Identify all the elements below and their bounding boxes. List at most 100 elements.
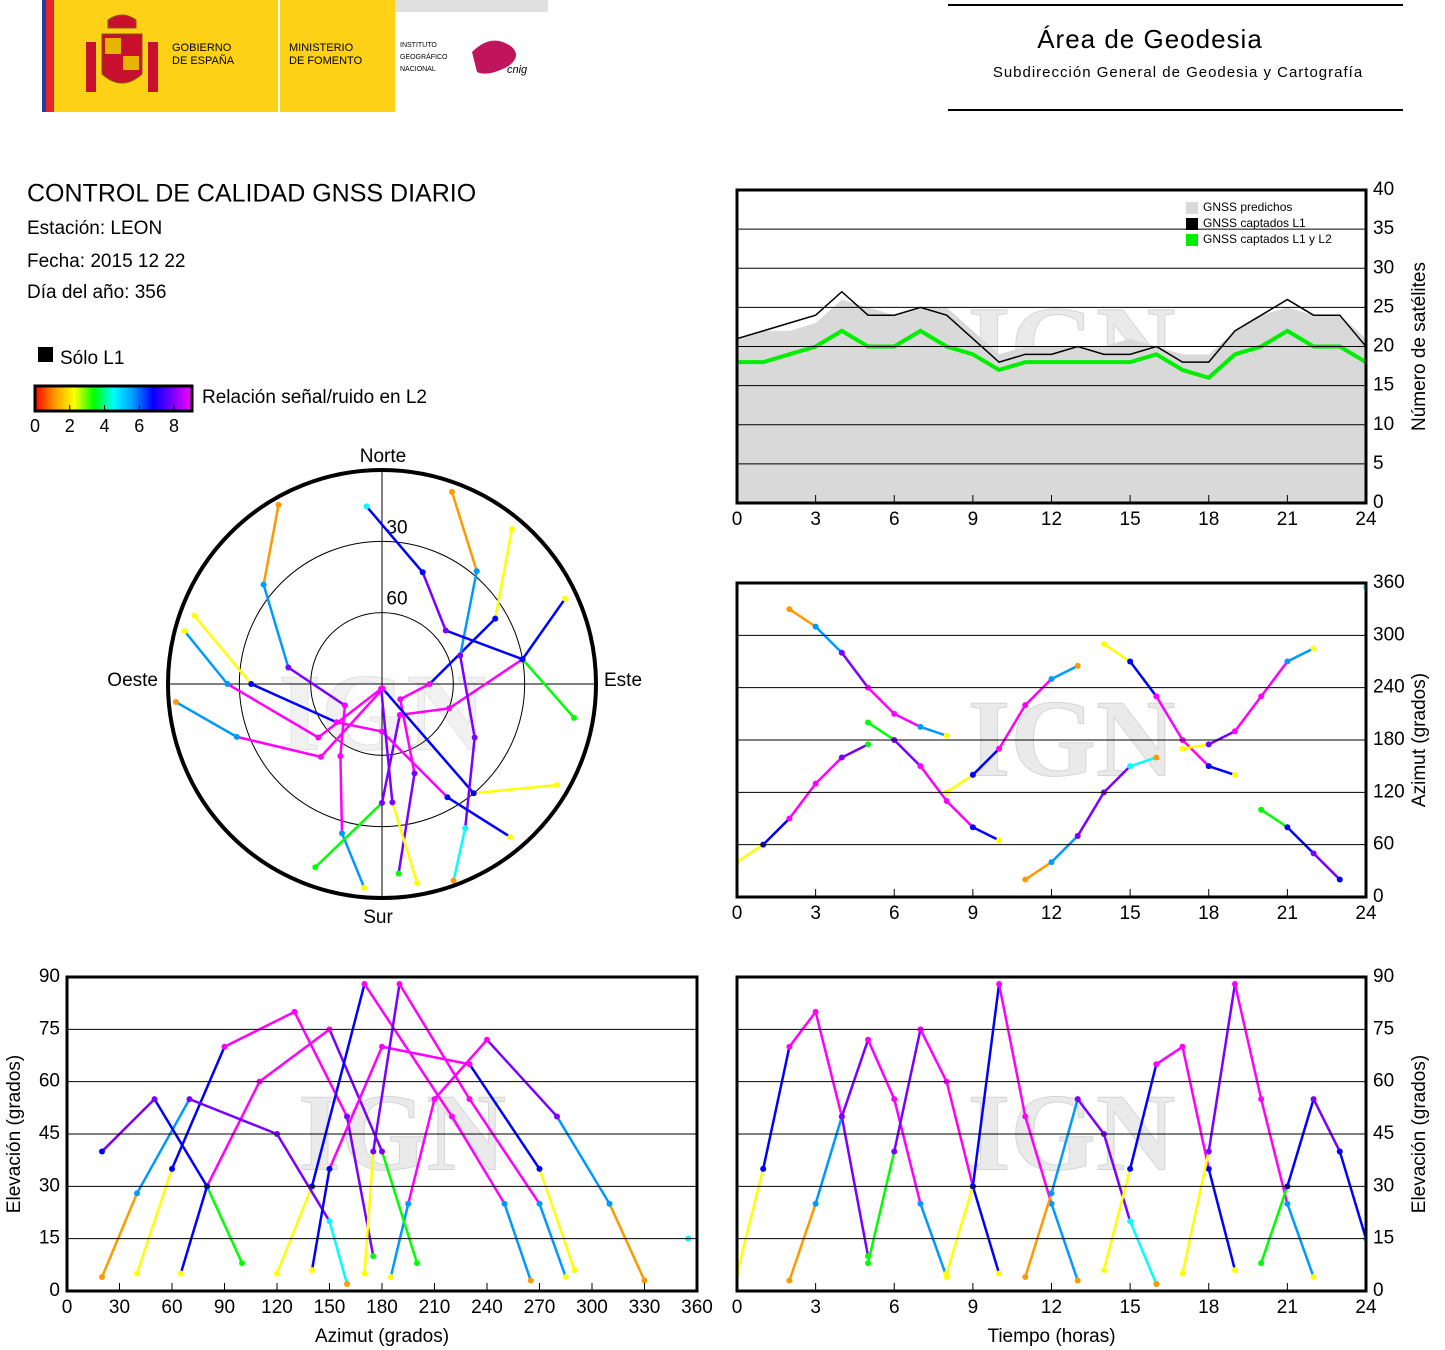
track-point: [1231, 771, 1238, 778]
track-segment: [275, 1133, 331, 1222]
track-segment: [1181, 739, 1210, 768]
track-segment: [494, 528, 514, 619]
track-point: [1022, 876, 1029, 883]
track-point: [562, 595, 569, 602]
track-segment: [452, 827, 467, 881]
logo: GOBIERNO DE ESPAÑA MINISTERIO DE FOMENTO…: [42, 0, 548, 112]
instituto-text: GEOGRÁFICO: [400, 52, 448, 61]
plot-area: [737, 980, 1366, 1288]
track-point: [134, 1190, 140, 1197]
track-segment: [1050, 664, 1079, 681]
track-segment: [380, 714, 402, 804]
track-segment: [762, 817, 791, 846]
track-point: [186, 1096, 193, 1103]
track-point: [361, 884, 368, 891]
track-point: [812, 1200, 819, 1207]
instituto-text: NACIONAL: [400, 66, 436, 73]
track-segment: [250, 682, 337, 724]
y-tick-label: 60: [1373, 834, 1394, 855]
day-of-year: Día del año: 356: [27, 282, 166, 303]
track-point: [1336, 1148, 1343, 1155]
track-point: [414, 1260, 420, 1267]
x-tick-label: 9: [968, 1297, 979, 1318]
y-tick-label: 15: [1373, 375, 1394, 396]
track-segment: [867, 721, 895, 742]
track-segment: [473, 783, 558, 795]
y-axis-label: Elevación (grados): [4, 1055, 25, 1213]
track-segment: [153, 1098, 209, 1187]
x-tick-label: 300: [576, 1297, 608, 1318]
track-point: [1205, 1165, 1212, 1172]
track-point: [414, 880, 421, 887]
track-point: [471, 734, 478, 741]
y-tick-label: 45: [1373, 1123, 1394, 1144]
y-tick-label: 90: [39, 966, 60, 987]
track-segment: [1207, 1168, 1237, 1271]
track-point: [309, 1267, 315, 1274]
track-point: [466, 1061, 473, 1068]
track-segment: [1259, 1185, 1289, 1264]
track-point: [363, 503, 370, 510]
track-point: [338, 830, 345, 837]
track-point: [99, 1274, 105, 1281]
x-tick-label: 12: [1041, 509, 1062, 530]
y-tick-label: 30: [1373, 1175, 1394, 1196]
track-point: [786, 606, 793, 613]
y-tick-label: 35: [1373, 218, 1394, 239]
x-tick-label: 60: [161, 1297, 182, 1318]
flag-stripe: [54, 0, 66, 112]
track-segment: [363, 983, 454, 1118]
track-segment: [258, 1028, 331, 1083]
y-axis-label: Elevación (grados): [1409, 1055, 1430, 1213]
east-label: Este: [604, 670, 642, 691]
track-segment: [446, 796, 512, 839]
track-segment: [1312, 1098, 1341, 1153]
track-segment: [1129, 660, 1158, 698]
plot-frame: [735, 975, 1368, 1293]
track-segment: [997, 983, 1027, 1117]
track-point: [1153, 1281, 1160, 1288]
track-point: [134, 1270, 140, 1277]
y-tick-label: 180: [1373, 729, 1405, 750]
x-tick-label: 12: [1041, 1297, 1062, 1318]
track-segment: [433, 1038, 488, 1100]
track-segment: [170, 1046, 226, 1170]
colorbar-tick-label: 8: [169, 416, 179, 436]
track-segment: [450, 491, 478, 572]
track-point: [361, 1270, 368, 1277]
y-tick-label: 75: [1373, 1018, 1394, 1039]
track-segment: [1312, 852, 1341, 881]
x-axis-label: Azimut (grados): [315, 1326, 449, 1347]
legend-swatch: [1186, 202, 1198, 214]
track-segment: [1103, 765, 1132, 794]
track-point: [1284, 1200, 1291, 1207]
y-tick-label: 45: [39, 1123, 60, 1144]
track-segment: [920, 725, 948, 737]
y-tick-label: 75: [39, 1018, 60, 1039]
track-segment: [397, 773, 416, 874]
colorbar-tick-label: 2: [65, 416, 75, 436]
x-tick-label: 0: [62, 1297, 73, 1318]
track-segment: [391, 802, 419, 884]
track-point: [233, 733, 240, 740]
track-segment: [381, 687, 475, 795]
track-point: [838, 754, 845, 761]
track-segment: [1338, 1151, 1366, 1240]
track-point: [317, 753, 324, 760]
track-point: [812, 1008, 819, 1015]
y-tick-label: 10: [1373, 414, 1394, 435]
track-segment: [486, 1038, 558, 1118]
instituto-text: INSTITUTO: [400, 42, 437, 49]
track-point: [865, 1260, 872, 1267]
logo-bar: [395, 0, 548, 12]
x-tick-label: 0: [732, 509, 743, 530]
track-point: [370, 1148, 377, 1155]
legend-label: GNSS captados L1: [1203, 216, 1306, 230]
track-point: [536, 1165, 543, 1172]
x-tick-label: 6: [889, 903, 900, 924]
track-point: [378, 685, 385, 692]
gobierno-text: DE ESPAÑA: [172, 54, 235, 67]
track-point: [1127, 1218, 1134, 1225]
track-point: [405, 1200, 412, 1207]
track-segment: [319, 687, 384, 758]
